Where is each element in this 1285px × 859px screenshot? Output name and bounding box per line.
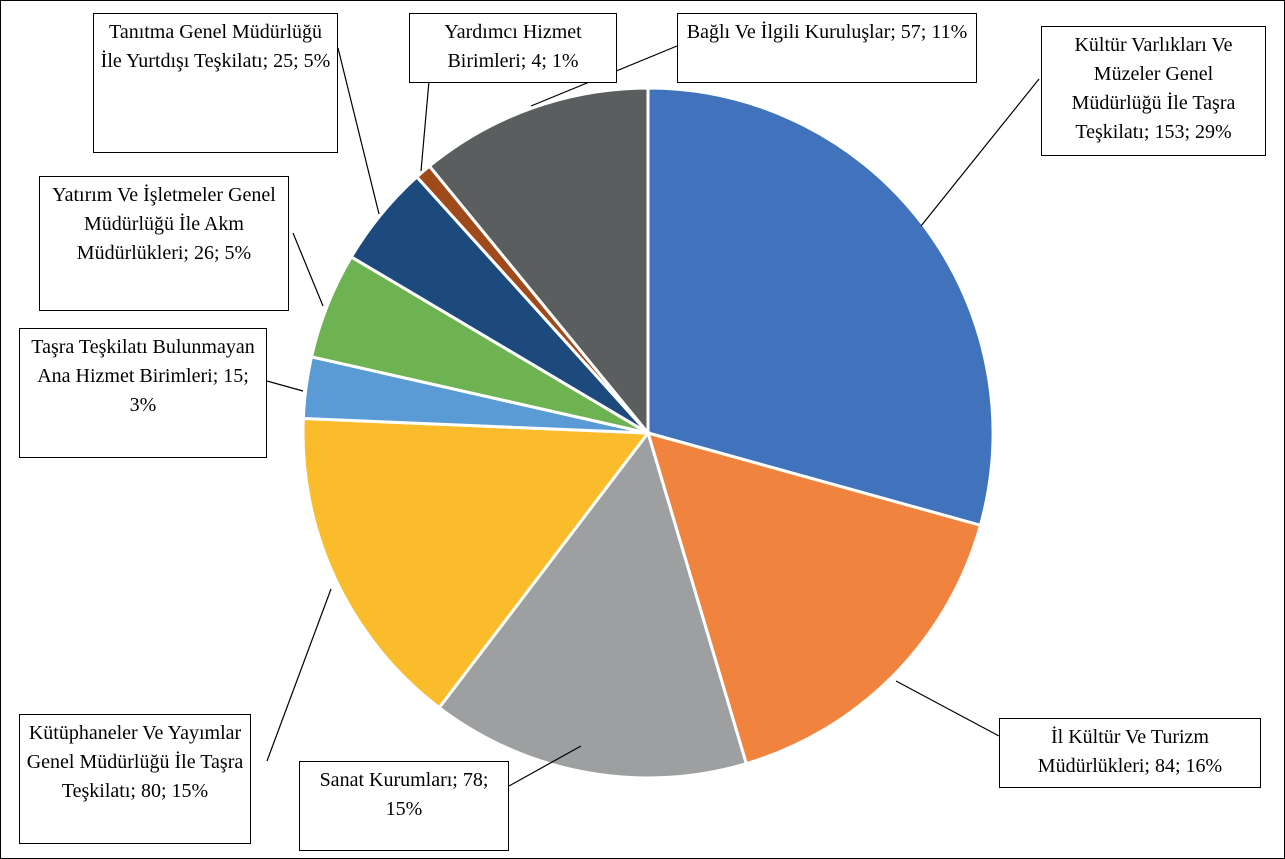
pie-slice bbox=[427, 86, 650, 438]
data-label: Bağlı Ve İlgili Kuruluşlar; 57; 11% bbox=[677, 13, 977, 83]
data-label: İl Kültür Ve Turizm Müdürlükleri; 84; 16… bbox=[999, 718, 1261, 788]
data-label: Kütüphaneler Ve Yayımlar Genel Müdürlüğü… bbox=[19, 714, 251, 844]
leader-line bbox=[337, 47, 380, 215]
leader-line bbox=[292, 232, 324, 307]
data-label: Yardımcı Hizmet Birimleri; 4; 1% bbox=[409, 13, 617, 83]
leader-line bbox=[266, 588, 332, 762]
leader-line bbox=[420, 80, 430, 172]
leader-line bbox=[920, 78, 1040, 227]
leader-line bbox=[508, 745, 582, 787]
pie-slice bbox=[301, 416, 651, 710]
leader-line bbox=[895, 680, 1000, 737]
pie-slice bbox=[645, 430, 983, 766]
leader-line bbox=[266, 380, 304, 392]
data-label: Yatırım Ve İşletmeler Genel Müdürlüğü İl… bbox=[39, 176, 289, 311]
data-label: Kültür Varlıkları Ve Müzeler Genel Müdür… bbox=[1041, 26, 1266, 156]
data-label: Tanıtma Genel Müdürlüğü İle Yurtdışı Teş… bbox=[93, 13, 338, 153]
data-label: Sanat Kurumları; 78; 15% bbox=[299, 761, 509, 851]
pie-slice bbox=[437, 429, 749, 780]
data-label: Taşra Teşkilatı Bulunmayan Ana Hizmet Bi… bbox=[19, 328, 267, 458]
